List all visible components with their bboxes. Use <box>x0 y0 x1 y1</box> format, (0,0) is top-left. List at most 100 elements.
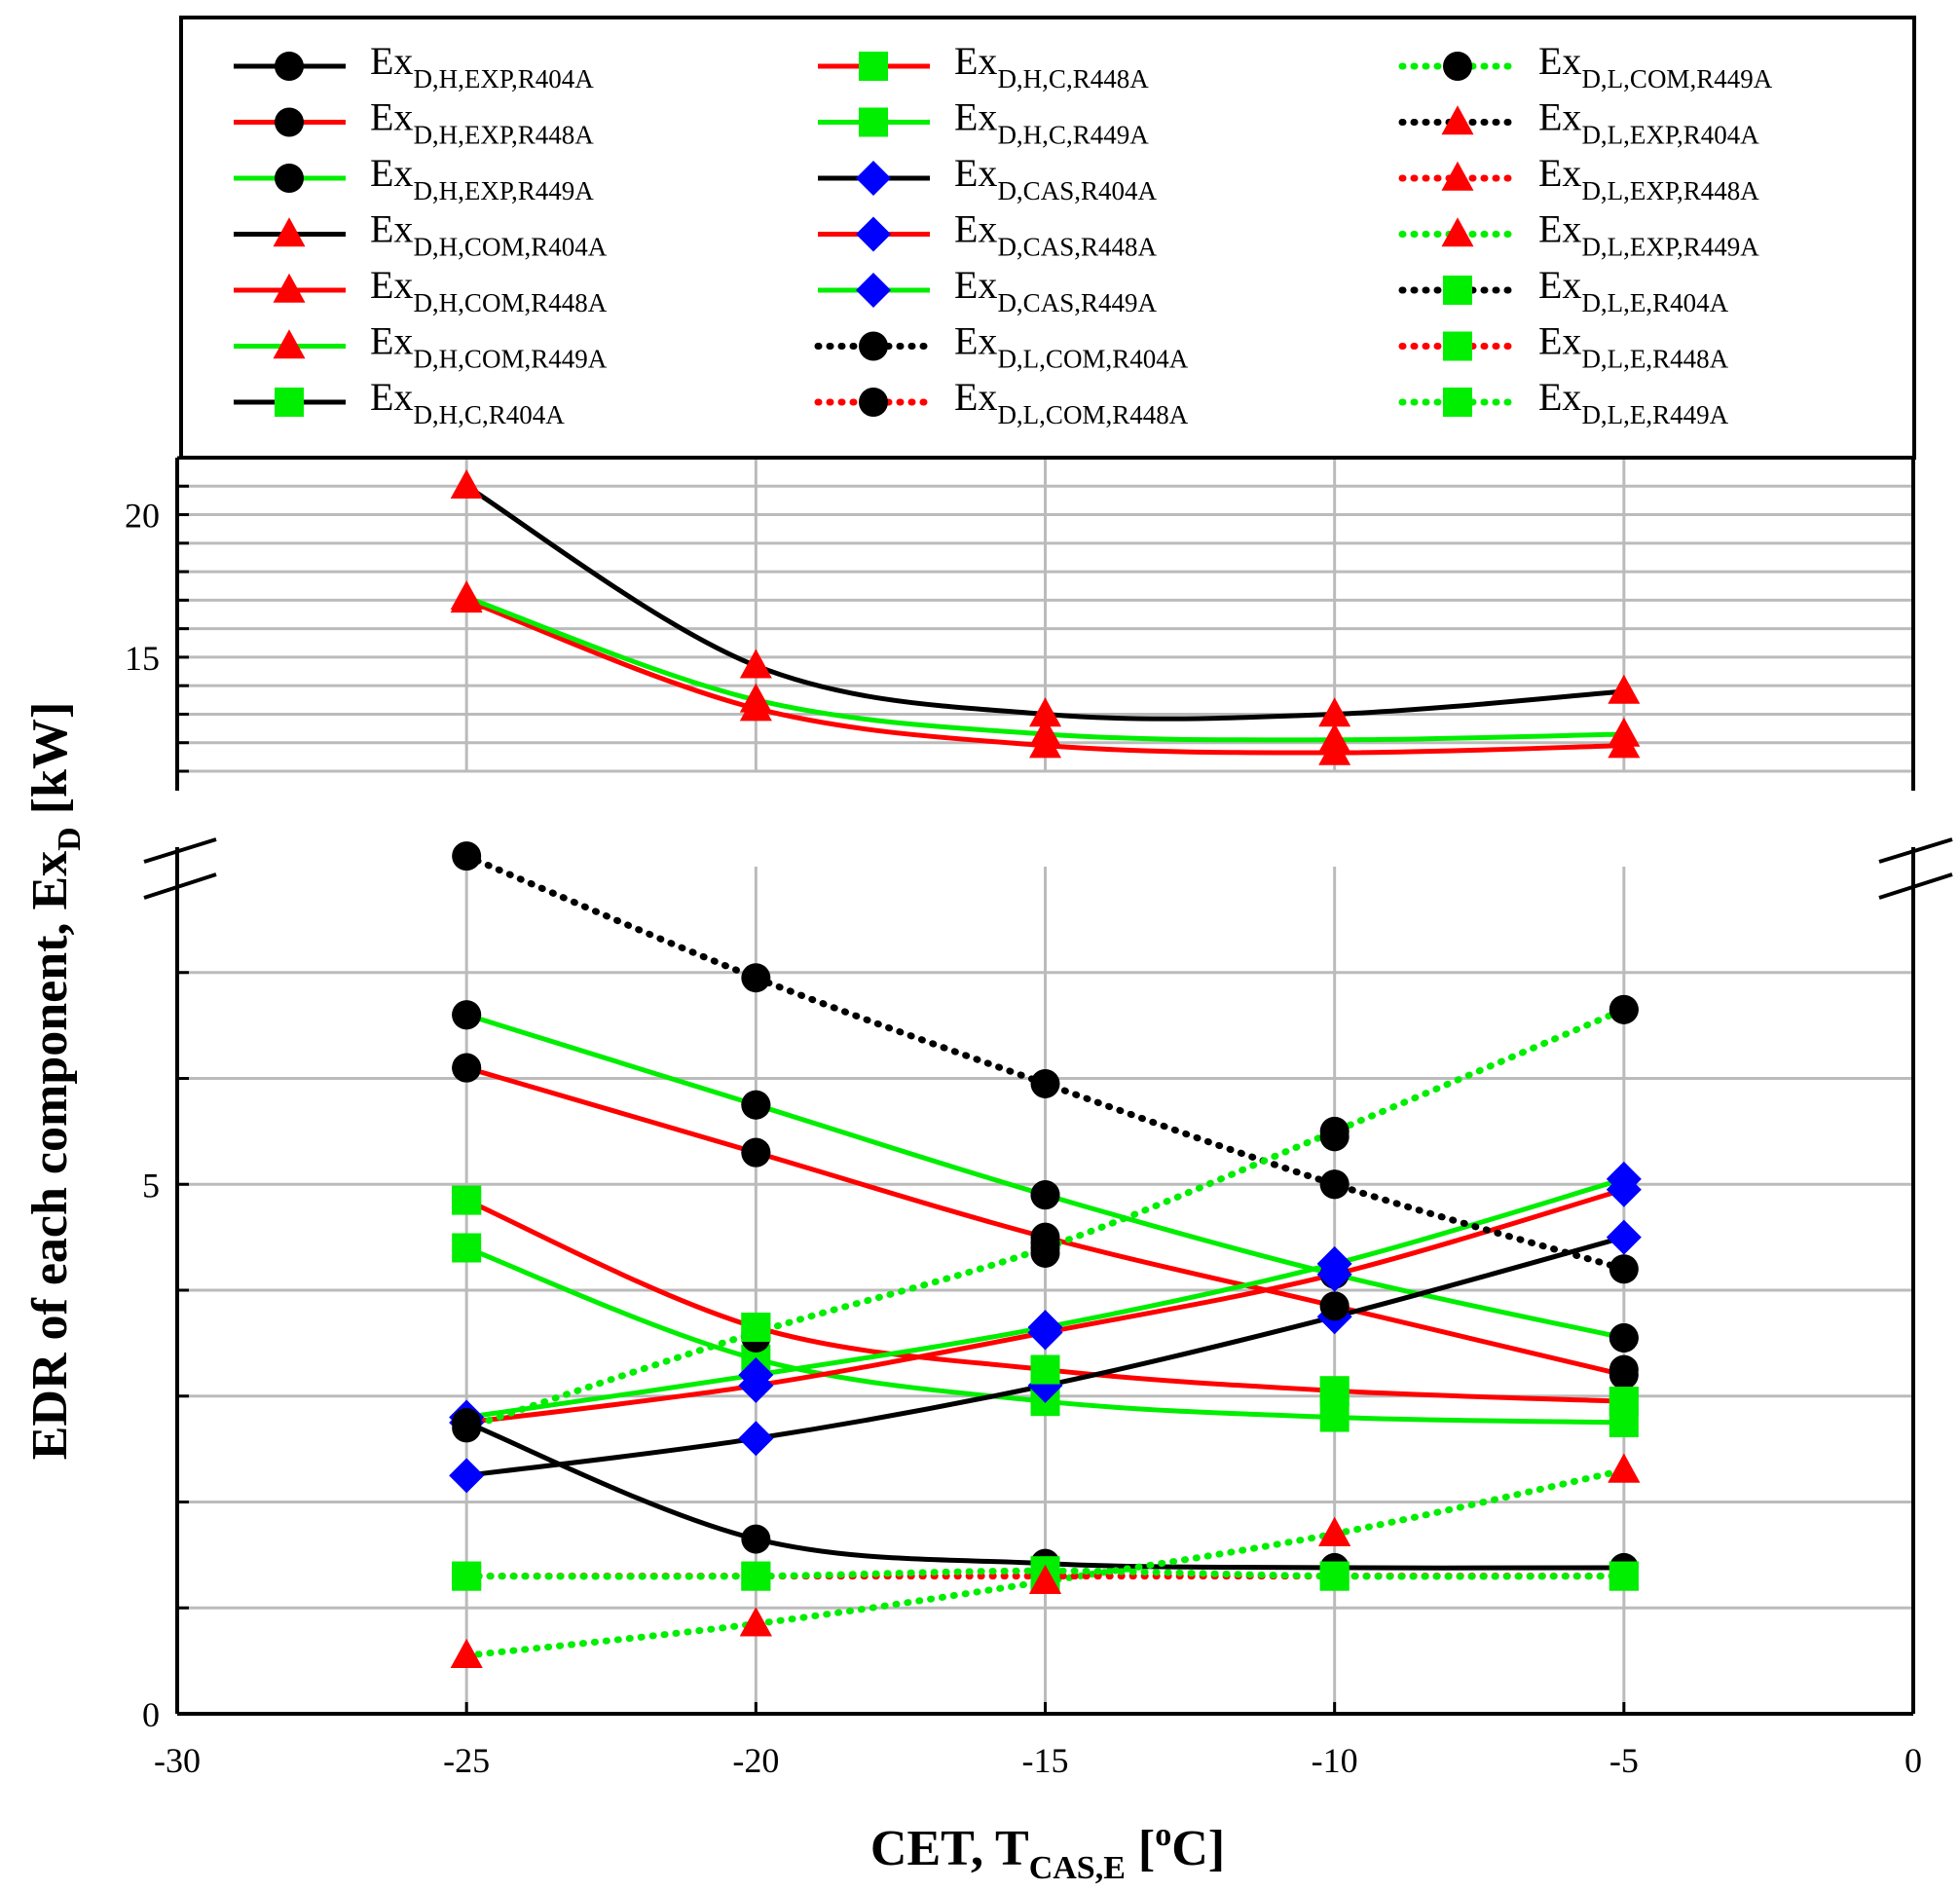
data-point-d-h-c-r449a <box>1319 1402 1350 1432</box>
legend-entry-d-h-exp-r449a: ExD,H,EXP,R449A <box>234 151 594 205</box>
legend-entry-d-l-com-r449a: ExD,L,COM,R449A <box>1398 39 1773 93</box>
data-point-marker <box>741 1090 771 1120</box>
data-point-marker <box>452 1185 482 1215</box>
x-axis-title: CET, TCAS,E [oC] <box>870 1817 1225 1886</box>
x-tick-label: -25 <box>443 1741 490 1780</box>
data-point-d-l-com-r404a <box>452 841 482 871</box>
legend-marker <box>859 331 888 361</box>
data-point-marker <box>1609 1387 1639 1417</box>
axes <box>143 16 1953 1716</box>
y-tick-label: 20 <box>125 497 160 536</box>
data-point-d-cas-r449a <box>1027 1310 1063 1346</box>
legend-entry-d-l-exp-r448a: ExD,L,EXP,R448A <box>1398 151 1759 205</box>
data-point-d-l-e-r449a <box>452 1561 482 1591</box>
data-point-d-l-com-r404a <box>1609 1254 1639 1284</box>
legend-marker <box>275 52 304 81</box>
legend-marker <box>859 52 888 81</box>
data-point-marker <box>1319 1291 1350 1321</box>
legend-marker <box>275 388 304 417</box>
series-markers <box>449 469 1642 1668</box>
data-point-marker <box>1319 1122 1350 1152</box>
legend-label: ExD,CAS,R404A <box>954 151 1157 205</box>
data-point-marker <box>1030 1238 1060 1268</box>
data-point-d-l-e-r449a <box>1609 1561 1639 1591</box>
axis-break-mark-right-1 <box>1878 837 1953 864</box>
y-axis-title: EDR of each component, ExD [kW] <box>22 702 88 1461</box>
axis-gap-left <box>171 793 183 845</box>
data-point-marker <box>1608 1453 1641 1483</box>
legend-label: ExD,H,EXP,R404A <box>370 39 594 93</box>
axis-break-mark-left-2 <box>143 872 217 900</box>
legend-entry-d-h-com-r404a: ExD,H,COM,R404A <box>234 207 608 262</box>
data-point-d-h-com-r449a <box>1318 723 1351 753</box>
data-point-marker <box>450 1638 483 1668</box>
legend-marker <box>1441 105 1474 135</box>
legend-marker <box>273 217 306 247</box>
legend: ExD,H,EXP,R404AExD,H,EXP,R448AExD,H,EXP,… <box>234 39 1773 429</box>
tick-labels: -30 -25 -20 -15 -10 -5 0 0 5 15 20 <box>125 497 1922 1780</box>
legend-label: ExD,L,COM,R449A <box>1538 39 1773 93</box>
legend-entry-d-l-e-r404a: ExD,L,E,R404A <box>1398 263 1729 317</box>
legend-marker <box>273 329 306 359</box>
data-point-d-l-com-r404a <box>741 963 771 993</box>
y-tick-label: 5 <box>142 1166 160 1205</box>
legend-marker <box>1443 276 1472 305</box>
legend-label: ExD,H,C,R404A <box>370 375 565 429</box>
legend-label: ExD,H,EXP,R448A <box>370 95 594 150</box>
legend-marker <box>859 107 888 137</box>
legend-entry-d-h-com-r449a: ExD,H,COM,R449A <box>234 319 608 374</box>
data-point-marker <box>1030 1354 1060 1385</box>
legend-marker <box>273 273 306 303</box>
data-point-d-cas-r404a <box>1606 1219 1642 1255</box>
legend-label: ExD,CAS,R449A <box>954 263 1157 317</box>
legend-entry-d-h-c-r404a: ExD,H,C,R404A <box>234 375 565 429</box>
data-point-marker <box>739 1607 772 1637</box>
series-line-d-l-e-r449a <box>462 1567 1628 1580</box>
data-point-d-l-e-r449a <box>1319 1561 1350 1591</box>
data-point-d-h-com-r404a <box>1318 697 1351 727</box>
legend-marker <box>1443 52 1472 81</box>
legend-entry-d-cas-r404a: ExD,CAS,R404A <box>818 151 1157 205</box>
y-tick-label: 0 <box>142 1695 160 1734</box>
legend-box <box>179 16 1916 460</box>
data-point-d-h-com-r449a <box>739 683 772 713</box>
legend-entry-d-l-e-r449a: ExD,L,E,R449A <box>1398 375 1729 429</box>
legend-label: ExD,CAS,R448A <box>954 207 1157 262</box>
legend-marker <box>1441 217 1474 247</box>
legend-entry-d-h-com-r448a: ExD,H,COM,R448A <box>234 263 608 317</box>
x-tick-label: -15 <box>1022 1741 1069 1780</box>
axis-gap-right <box>1907 793 1919 845</box>
legend-entry-d-h-c-r448a: ExD,H,C,R448A <box>818 39 1149 93</box>
data-point-marker <box>452 1407 482 1437</box>
x-tick-label: -5 <box>1609 1741 1639 1780</box>
data-point-marker <box>1609 994 1639 1024</box>
legend-entry-d-h-exp-r404a: ExD,H,EXP,R404A <box>234 39 594 93</box>
axis-titles: CET, TCAS,E [oC] EDR of each component, E… <box>22 702 1225 1886</box>
data-point-d-cas-r449a <box>738 1357 774 1392</box>
legend-entry-d-l-com-r404a: ExD,L,COM,R404A <box>814 319 1189 374</box>
legend-label: ExD,L,EXP,R449A <box>1538 207 1759 262</box>
data-point-d-l-com-r404a <box>1030 1068 1060 1098</box>
y-tick-label: 15 <box>125 639 160 678</box>
x-tick-label: 0 <box>1905 1741 1922 1780</box>
legend-marker <box>1443 331 1472 361</box>
data-point-marker <box>1030 1180 1060 1210</box>
legend-marker <box>856 273 891 308</box>
x-tick-label: -10 <box>1312 1741 1358 1780</box>
data-point-d-h-com-r449a <box>450 580 483 611</box>
legend-entry-d-l-com-r448a: ExD,L,COM,R448A <box>814 375 1189 429</box>
data-point-marker <box>1609 1354 1639 1385</box>
data-point-marker <box>741 1137 771 1168</box>
legend-label: ExD,H,C,R448A <box>954 39 1149 93</box>
legend-marker <box>1441 161 1474 191</box>
legend-marker <box>856 216 891 252</box>
data-point-d-h-com-r404a <box>450 469 483 500</box>
data-point-marker <box>452 1000 482 1030</box>
data-point-d-h-exp-r404a <box>741 1524 771 1554</box>
legend-label: ExD,L,EXP,R448A <box>1538 151 1759 205</box>
data-point-d-cas-r449a <box>1606 1161 1642 1197</box>
legend-label: ExD,H,COM,R404A <box>370 207 608 262</box>
data-point-marker <box>1609 1322 1639 1353</box>
legend-entry-d-l-exp-r404a: ExD,L,EXP,R404A <box>1398 95 1759 150</box>
data-point-d-cas-r449a <box>1316 1245 1352 1281</box>
